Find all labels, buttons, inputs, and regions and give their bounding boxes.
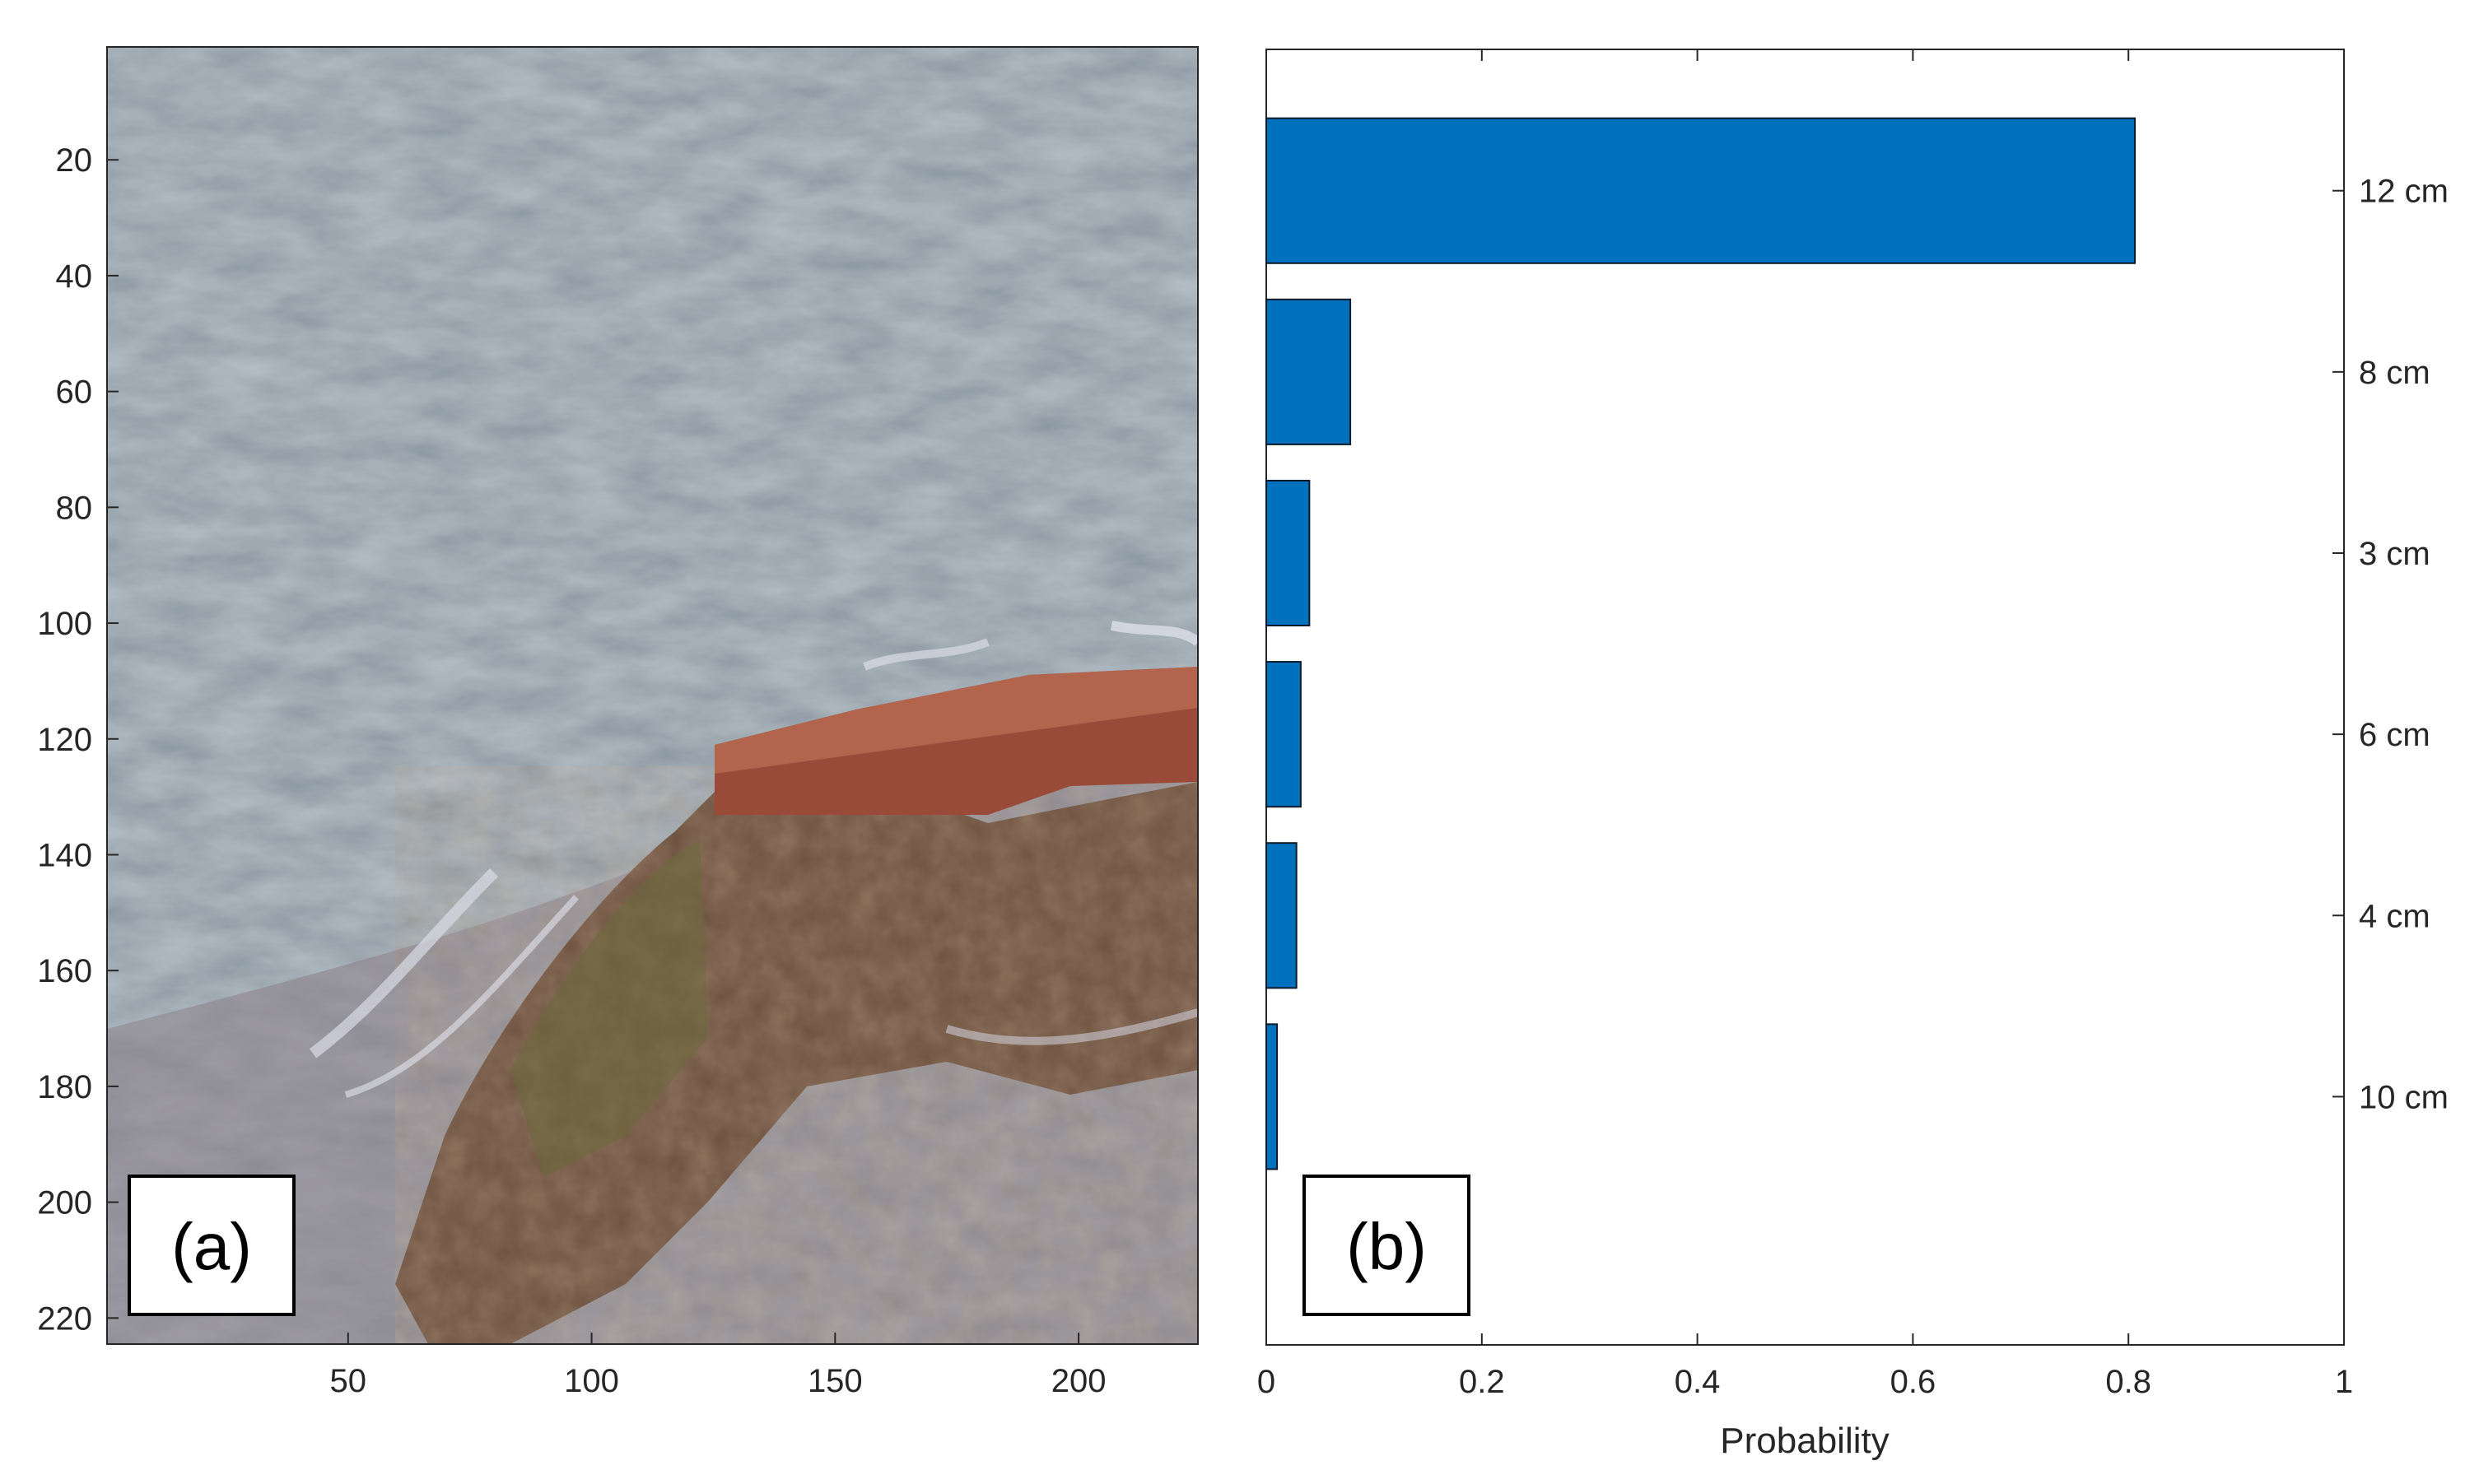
image-y-tick-label: 200 xyxy=(37,1185,92,1221)
bar xyxy=(1265,661,1302,808)
bar xyxy=(1265,842,1298,989)
image-x-tick-label: 200 xyxy=(1051,1363,1107,1399)
bar-y-axis-right: 12 cm 8 cm 3 cm 6 cm 4 cm 10 cm xyxy=(2332,174,2449,1115)
bar xyxy=(1265,1023,1279,1170)
bar-x-axis: 0 0.2 0.4 0.6 0.8 1 xyxy=(1257,49,2353,1400)
sea-photo xyxy=(107,47,1198,1344)
image-y-tick-label: 60 xyxy=(56,374,93,411)
rock-texture xyxy=(395,765,1198,1344)
image-y-axis: 20 40 60 80 100 120 140 160 180 200 220 xyxy=(37,142,119,1337)
image-frame xyxy=(106,46,1199,1345)
x-axis-label: Probability xyxy=(1720,1421,1889,1461)
image-panel: 50 100 150 200 20 40 60 80 100 120 140 160 180 200 22… xyxy=(37,46,1199,1399)
plot-area xyxy=(1265,49,2345,1346)
image-y-tick-label: 160 xyxy=(37,953,92,989)
image-x-axis: 50 100 150 200 xyxy=(330,1333,1107,1399)
foam-streak-4 xyxy=(1110,621,1198,646)
bar xyxy=(1265,479,1311,627)
image-x-tick-label: 100 xyxy=(564,1363,619,1399)
bar xyxy=(1265,298,1352,445)
image-y-tick-label: 100 xyxy=(37,606,92,642)
bar xyxy=(1265,117,2137,264)
bar-x-tick-label: 0.6 xyxy=(1890,1364,1936,1400)
image-y-tick-label: 20 xyxy=(56,142,93,179)
category-label: 3 cm xyxy=(2359,536,2430,572)
bars xyxy=(1265,117,2137,1170)
image-y-tick-label: 140 xyxy=(37,837,92,873)
image-x-tick-label: 150 xyxy=(808,1363,863,1399)
bar-x-tick-label: 0.8 xyxy=(2105,1364,2151,1400)
image-y-tick-label: 80 xyxy=(56,490,93,526)
category-label: 10 cm xyxy=(2359,1079,2449,1115)
red-roof xyxy=(715,667,1198,774)
panel-label-b: (b) xyxy=(1346,1210,1427,1283)
foam-streak-3 xyxy=(863,638,990,671)
panel-label-b-box: (b) xyxy=(1302,1175,1470,1316)
category-label: 4 cm xyxy=(2359,898,2430,934)
category-label: 8 cm xyxy=(2359,355,2430,391)
bar-x-tick-label: 0.2 xyxy=(1459,1364,1505,1400)
category-label: 6 cm xyxy=(2359,717,2430,753)
moss-patch xyxy=(510,840,708,1177)
panel-label-a: (a) xyxy=(171,1210,252,1283)
image-y-tick-label: 40 xyxy=(56,258,93,295)
bar-x-tick-label: 1 xyxy=(2335,1364,2353,1400)
bar-x-tick-label: 0 xyxy=(1257,1364,1275,1400)
image-x-tick-label: 50 xyxy=(330,1363,367,1399)
bar-chart-panel: 0 0.2 0.4 0.6 0.8 1 12 cm 8 cm 3 cm 6 cm 4 cm 10 c… xyxy=(1257,49,2449,1461)
foam-streak-2 xyxy=(344,895,579,1098)
image-y-tick-label: 180 xyxy=(37,1069,92,1105)
foam-streak-1 xyxy=(309,868,498,1058)
bar-x-tick-label: 0.4 xyxy=(1675,1364,1721,1400)
panel-label-a-box: (a) xyxy=(128,1175,296,1316)
image-y-tick-label: 120 xyxy=(37,722,92,758)
image-y-tick-label: 220 xyxy=(37,1300,92,1337)
foam-streak-5 xyxy=(945,1008,1198,1045)
category-label: 12 cm xyxy=(2359,174,2449,210)
